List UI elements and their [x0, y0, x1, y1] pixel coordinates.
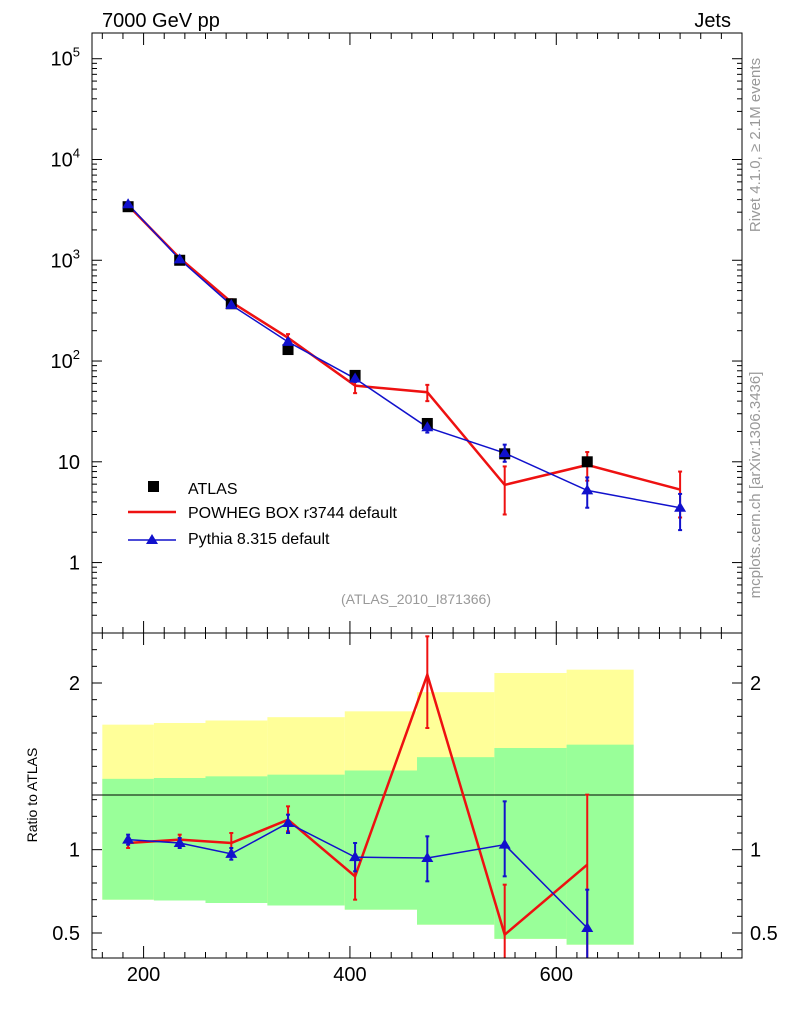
ratio-x-tick-label: 600 — [540, 964, 573, 986]
main-y-tick-label: 105 — [51, 45, 80, 71]
ratio-x-tick-label: 400 — [333, 964, 366, 986]
ratio-y-tick-label-right: 1 — [750, 840, 761, 862]
main-axis-ticks: 1 10 102 103 104 105 — [51, 33, 743, 634]
ratio-mc-point — [225, 847, 238, 858]
main-mc-point — [225, 298, 238, 309]
ratio-mc-point — [498, 838, 511, 849]
main-y-tick-label: 103 — [51, 246, 80, 272]
main-y-tick-label: 104 — [51, 145, 80, 171]
ratio-mc-point — [349, 851, 362, 862]
main-panel: 1 10 102 103 104 105 — [51, 32, 743, 634]
main-mc-point — [498, 447, 511, 458]
ratio-series-line — [128, 822, 588, 929]
main-mc-point — [581, 484, 594, 495]
legend-powheg-label: POWHEG BOX r3744 default — [188, 505, 398, 522]
main-mc-point — [421, 421, 434, 432]
main-mc-point — [349, 372, 362, 383]
legend-pythia-marker — [146, 534, 158, 544]
ratio-y-tick-label-right: 0.5 — [750, 923, 778, 945]
legend-atlas-marker — [148, 481, 159, 492]
ratio-y-tick-label-left: 1 — [69, 840, 80, 862]
ratio-mc-point — [421, 852, 434, 862]
main-series-line — [127, 204, 681, 491]
ratio-green-band — [417, 757, 495, 925]
main-mc-point — [282, 335, 295, 346]
ratio-green-band — [344, 770, 417, 910]
main-series-line — [127, 203, 681, 509]
main-data-point — [282, 344, 294, 356]
ratio-y-tick-label-left: 2 — [69, 673, 80, 695]
main-mc-point — [674, 501, 687, 512]
main-y-tick-label: 1 — [69, 553, 80, 575]
legend-pythia-label: Pythia 8.315 default — [188, 531, 330, 548]
ratio-green-band — [566, 744, 634, 945]
ratio-mc-point — [173, 837, 186, 847]
ratio-y-tick-label-left: 0.5 — [52, 923, 80, 945]
ratio-mc-point — [581, 922, 594, 932]
header-observable-label: Jets — [694, 10, 731, 32]
ratio-panel: 0.5 0.5 1 1 2 2 200 400 600 — [52, 632, 778, 986]
ratio-series — [122, 635, 594, 958]
main-y-tick-label: 102 — [51, 347, 80, 373]
ratio-y-tick-label-right: 2 — [750, 673, 761, 695]
main-mc-point — [122, 198, 135, 209]
ratio-x-tick-label: 200 — [127, 964, 160, 986]
header-energy-label: 7000 GeV pp — [102, 10, 220, 32]
ratio-axis-ticks: 0.5 0.5 1 1 2 2 200 400 600 — [52, 633, 778, 986]
rivet-version-label: Rivet 4.1.0, ≥ 2.1M events — [747, 58, 764, 232]
legend: ATLAS POWHEG BOX r3744 default Pythia 8.… — [128, 481, 398, 548]
analysis-tag: (ATLAS_2010_I871366) — [341, 591, 491, 607]
ratio-plot-frame — [91, 632, 743, 959]
ratio-y-axis-label: Ratio to ATLAS — [24, 748, 40, 843]
main-data-point — [581, 456, 593, 468]
main-series — [122, 198, 687, 532]
ratio-green-band — [267, 774, 345, 906]
source-label: mcplots.cern.ch [arXiv:1306.3436] — [747, 372, 764, 599]
ratio-uncertainty-bands — [102, 669, 634, 945]
legend-atlas-label: ATLAS — [188, 481, 238, 498]
ratio-series-line — [128, 670, 589, 937]
main-mc-point — [173, 253, 186, 264]
main-y-tick-label: 10 — [58, 452, 80, 474]
ratio-mc-point — [122, 833, 135, 844]
ratio-mc-point — [282, 817, 295, 827]
